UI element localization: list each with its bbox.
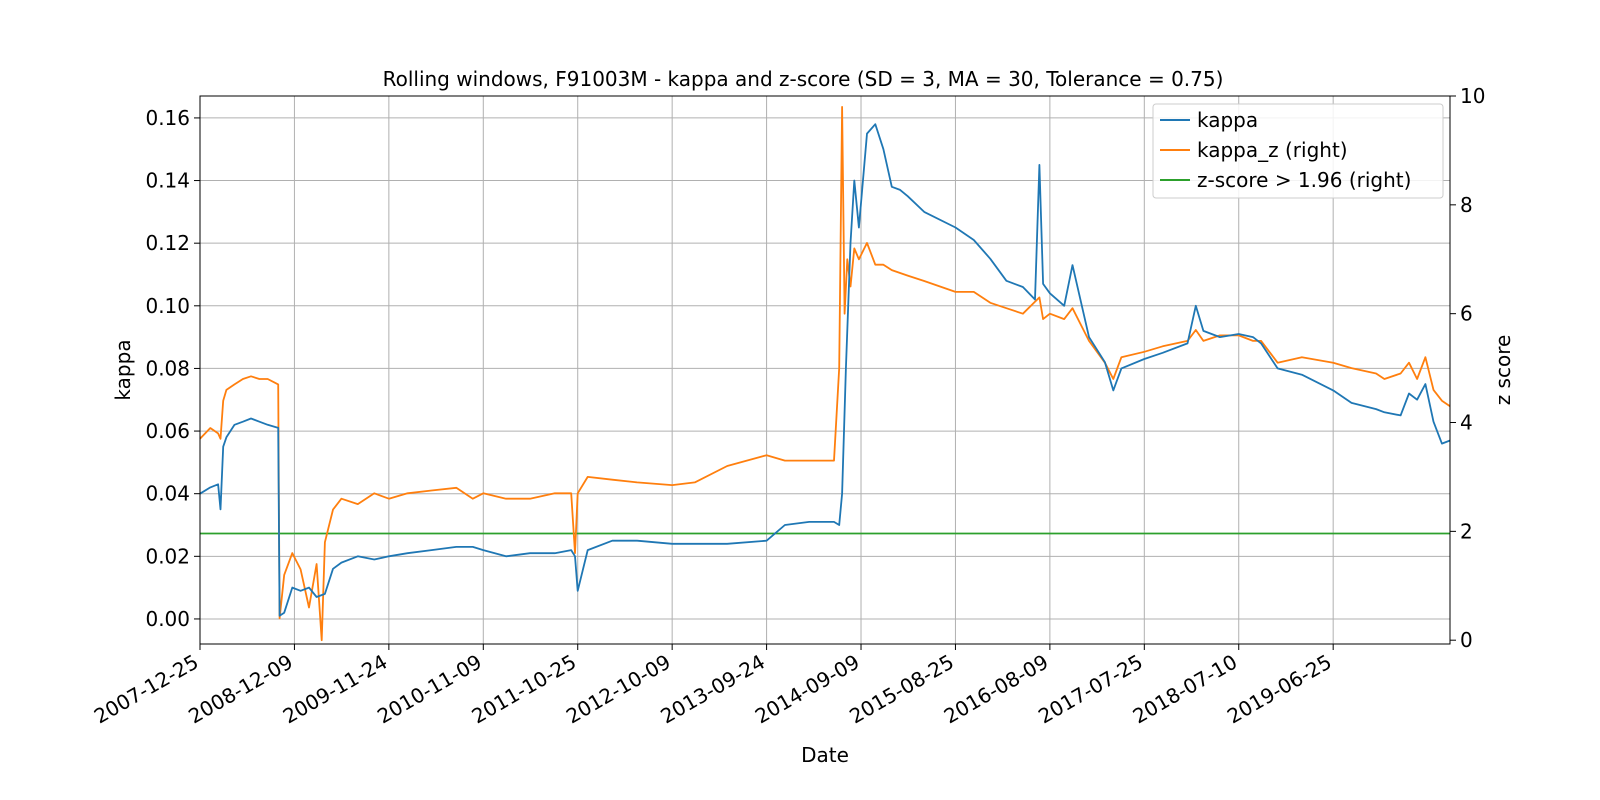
y-axis-label-right: z score [1491,335,1515,406]
y-right-tick-label: 0 [1460,628,1473,652]
y-tick-label: 0.12 [145,231,190,255]
y-tick-label: 0.16 [145,106,190,130]
x-tick-label: 2019-06-25 [1223,650,1336,729]
legend-label-kappa-z: kappa_z (right) [1197,138,1348,162]
x-tick-label: 2009-11-24 [279,650,392,729]
legend-label-kappa: kappa [1197,108,1258,132]
series-line-kappa [199,123,1451,617]
y-tick-label: 0.02 [145,544,190,568]
x-tick-label: 2016-08-09 [940,650,1053,729]
x-axis: 2007-12-252008-12-092009-11-242010-11-09… [90,644,1336,728]
y-right-tick-label: 10 [1460,84,1485,108]
series-layer [199,106,1451,642]
y-tick-label: 0.04 [145,482,190,506]
y-tick-label: 0.10 [145,294,190,318]
y-tick-label: 0.08 [145,356,190,380]
chart-title: Rolling windows, F91003M - kappa and z-s… [383,67,1224,91]
y-right-tick-label: 4 [1460,411,1473,435]
y-tick-label: 0.06 [145,419,190,443]
legend: kappa kappa_z (right) z-score > 1.96 (ri… [1152,103,1444,199]
y-right-tick-label: 6 [1460,302,1473,326]
y-right-tick-label: 8 [1460,193,1473,217]
x-tick-label: 2014-09-09 [751,650,864,729]
y-right-tick-label: 2 [1460,519,1473,543]
legend-box [1152,103,1444,199]
y-tick-label: 0.14 [145,169,190,193]
x-tick-label: 2012-10-09 [562,650,675,729]
y-tick-label: 0.00 [145,607,190,631]
legend-label-threshold: z-score > 1.96 (right) [1197,168,1411,192]
plot-frame [199,95,1451,645]
x-tick-label: 2010-11-09 [373,650,486,729]
x-axis-label: Date [801,743,849,767]
y-axis-left: 0.00 0.02 0.04 0.06 0.08 0.10 0.12 0.14 0.16 [145,106,200,631]
x-tick-label: 2017-07-25 [1034,650,1147,729]
x-tick-label: 2015-08-25 [845,650,958,729]
x-tick-label: 2008-12-09 [184,650,297,729]
y-axis-label-left: kappa [111,339,135,400]
y-axis-right: 0 2 4 6 8 10 [1450,84,1485,652]
x-tick-label: 2018-07-10 [1129,650,1242,729]
x-tick-label: 2007-12-25 [90,650,203,729]
x-tick-label: 2013-09-24 [656,650,769,729]
x-tick-label: 2011-10-25 [468,650,581,729]
